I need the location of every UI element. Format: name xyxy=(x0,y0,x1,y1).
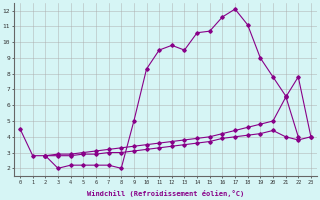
X-axis label: Windchill (Refroidissement éolien,°C): Windchill (Refroidissement éolien,°C) xyxy=(87,190,244,197)
